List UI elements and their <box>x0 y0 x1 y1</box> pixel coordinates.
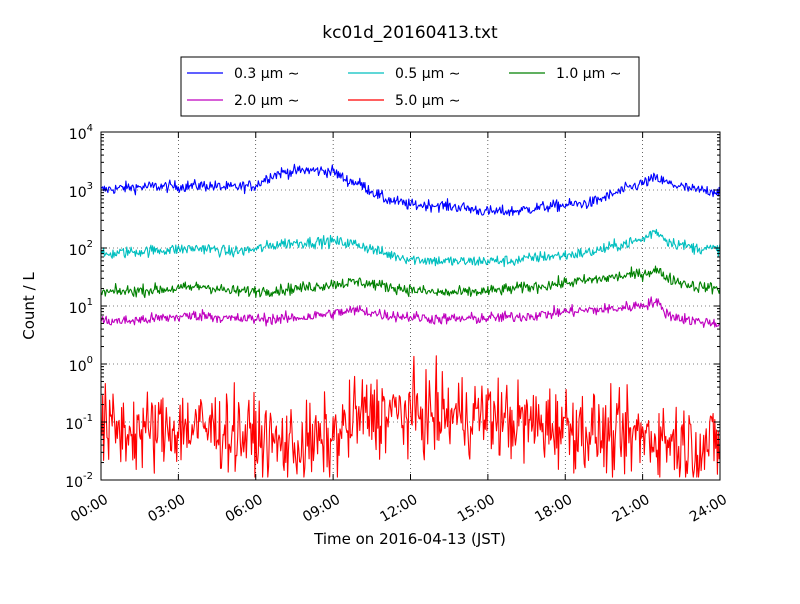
tick-marks <box>100 131 721 481</box>
legend-label: 5.0 μm ∼ <box>395 93 460 109</box>
y-tick-labels: 10-2 10-1 100 101 102 103 104 <box>65 123 93 491</box>
legend-label: 1.0 μm ∼ <box>556 66 621 82</box>
x-tick-label: 00:00 <box>68 492 111 526</box>
y-tick-label: 102 <box>69 239 93 259</box>
series-line <box>100 163 721 217</box>
legend-label: 0.3 μm ∼ <box>234 66 299 82</box>
y-tick-label: 104 <box>69 123 93 143</box>
y-tick-label: 100 <box>69 355 93 375</box>
series-line <box>100 296 720 328</box>
x-tick-label: 24:00 <box>687 492 730 526</box>
x-tick-label: 06:00 <box>223 492 266 526</box>
x-tick-label: 12:00 <box>378 492 421 526</box>
x-tick-label: 15:00 <box>455 492 498 526</box>
chart-title: kc01d_20160413.txt <box>322 23 498 43</box>
legend: 0.3 μm ∼ 0.5 μm ∼ 1.0 μm ∼ 2.0 μm ∼ 5.0 μm ∼ <box>180 56 640 117</box>
x-tick-label: 21:00 <box>610 492 653 526</box>
series-line <box>100 265 721 299</box>
legend-items: 0.3 μm ∼ 0.5 μm ∼ 1.0 μm ∼ 2.0 μm ∼ 5.0 μm ∼ <box>187 66 621 109</box>
x-axis-label: Time on 2016-04-13 (JST) <box>313 530 506 548</box>
x-tick-label: 03:00 <box>145 492 188 526</box>
y-axis-label: Count / L <box>20 272 38 340</box>
y-tick-label: 103 <box>69 181 93 201</box>
y-tick-label: 10-1 <box>65 413 93 433</box>
x-tick-label: 18:00 <box>532 492 575 526</box>
series-line <box>100 355 721 478</box>
legend-label: 0.5 μm ∼ <box>395 66 460 82</box>
series-line <box>100 228 721 268</box>
legend-box <box>180 56 640 117</box>
y-tick-label: 10-2 <box>65 471 93 491</box>
y-tick-label: 101 <box>69 297 93 317</box>
series-lines <box>100 163 721 478</box>
x-tick-label: 09:00 <box>300 492 343 526</box>
legend-label: 2.0 μm ∼ <box>234 93 299 109</box>
x-tick-labels: 00:00 03:00 06:00 09:00 12:00 15:00 18:00 21:00… <box>68 492 730 526</box>
